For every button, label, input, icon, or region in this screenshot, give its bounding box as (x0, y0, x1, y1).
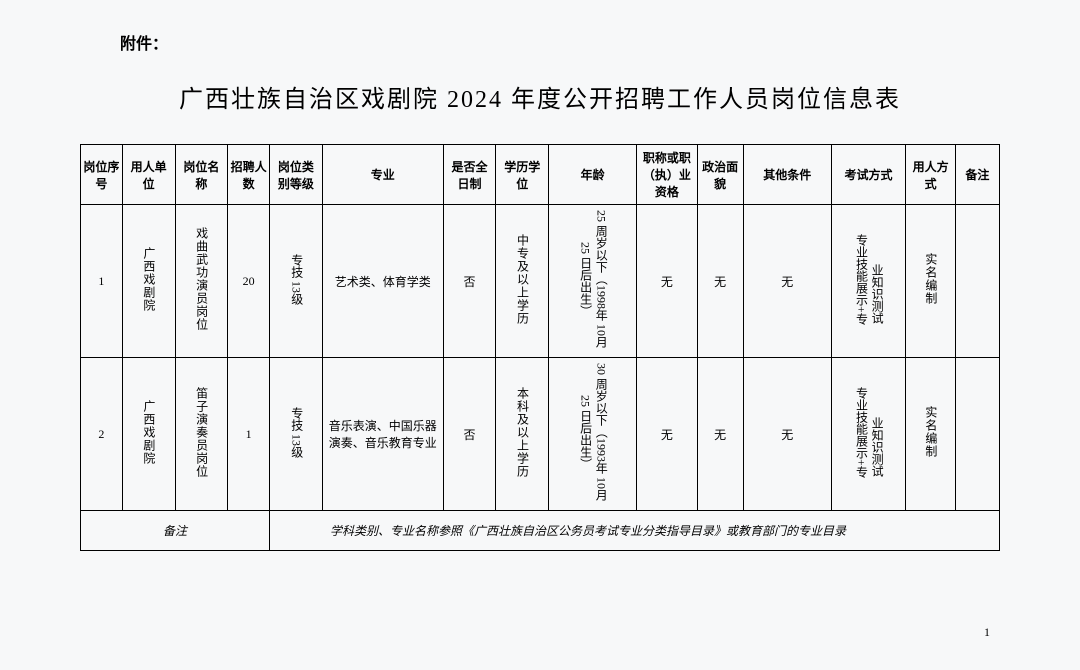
header-seq: 岗位序号 (81, 145, 123, 205)
table-row: 2 广西戏剧院 笛子演奏员岗位 1 专技 13级 音乐表演、中国乐器演奏、音乐教… (81, 358, 1000, 511)
attachment-label: 附件： (120, 30, 1000, 54)
cell-qualification: 无 (637, 205, 697, 358)
document-title: 广西壮族自治区戏剧院 2024 年度公开招聘工作人员岗位信息表 (80, 79, 1000, 114)
cell-exam: 专业技能展示+专业知识测试 (831, 358, 906, 511)
cell-political: 无 (697, 205, 743, 358)
cell-major: 音乐表演、中国乐器演奏、音乐教育专业 (322, 358, 443, 511)
cell-remark (955, 205, 999, 358)
note-content: 学科类别、专业名称参照《广西壮族自治区公务员考试专业分类指导目录》或教育部门的专… (270, 511, 1000, 551)
cell-other: 无 (743, 205, 831, 358)
header-political: 政治面貌 (697, 145, 743, 205)
header-row: 岗位序号 用人单位 岗位名称 招聘人数 岗位类别等级 专业 是否全日制 学历学位… (81, 145, 1000, 205)
cell-unit: 广西戏剧院 (122, 358, 175, 511)
header-hire: 用人方式 (906, 145, 955, 205)
header-level: 岗位类别等级 (270, 145, 323, 205)
header-exam: 考试方式 (831, 145, 906, 205)
header-qualification: 职称或职（执）业资格 (637, 145, 697, 205)
header-education: 学历学位 (496, 145, 549, 205)
cell-remark (955, 358, 999, 511)
header-count: 招聘人数 (228, 145, 270, 205)
cell-other: 无 (743, 358, 831, 511)
cell-unit: 广西戏剧院 (122, 205, 175, 358)
cell-position: 笛子演奏员岗位 (175, 358, 228, 511)
cell-hire: 实名编制 (906, 205, 955, 358)
cell-education: 本科及以上学历 (496, 358, 549, 511)
cell-political: 无 (697, 358, 743, 511)
cell-age: 25 周岁以下（1998年 10月25 日后出生） (549, 205, 637, 358)
cell-fulltime: 否 (443, 358, 496, 511)
header-position: 岗位名称 (175, 145, 228, 205)
header-fulltime: 是否全日制 (443, 145, 496, 205)
cell-seq: 1 (81, 205, 123, 358)
cell-qualification: 无 (637, 358, 697, 511)
header-remark: 备注 (955, 145, 999, 205)
header-other: 其他条件 (743, 145, 831, 205)
cell-count: 20 (228, 205, 270, 358)
header-age: 年龄 (549, 145, 637, 205)
note-row: 备注 学科类别、专业名称参照《广西壮族自治区公务员考试专业分类指导目录》或教育部… (81, 511, 1000, 551)
cell-level: 专技 13级 (270, 358, 323, 511)
header-unit: 用人单位 (122, 145, 175, 205)
recruitment-table: 岗位序号 用人单位 岗位名称 招聘人数 岗位类别等级 专业 是否全日制 学历学位… (80, 144, 1000, 551)
cell-major: 艺术类、体育学类 (322, 205, 443, 358)
cell-age: 30 周岁以下（1993年 10月25 日后出生） (549, 358, 637, 511)
page-number: 1 (984, 625, 990, 640)
note-label: 备注 (81, 511, 270, 551)
cell-fulltime: 否 (443, 205, 496, 358)
cell-level: 专技 13级 (270, 205, 323, 358)
table-row: 1 广西戏剧院 戏曲武功演员岗位 20 专技 13级 艺术类、体育学类 否 中专… (81, 205, 1000, 358)
cell-exam: 专业技能展示+专业知识测试 (831, 205, 906, 358)
cell-count: 1 (228, 358, 270, 511)
cell-seq: 2 (81, 358, 123, 511)
cell-position: 戏曲武功演员岗位 (175, 205, 228, 358)
header-major: 专业 (322, 145, 443, 205)
cell-education: 中专及以上学历 (496, 205, 549, 358)
cell-hire: 实名编制 (906, 358, 955, 511)
